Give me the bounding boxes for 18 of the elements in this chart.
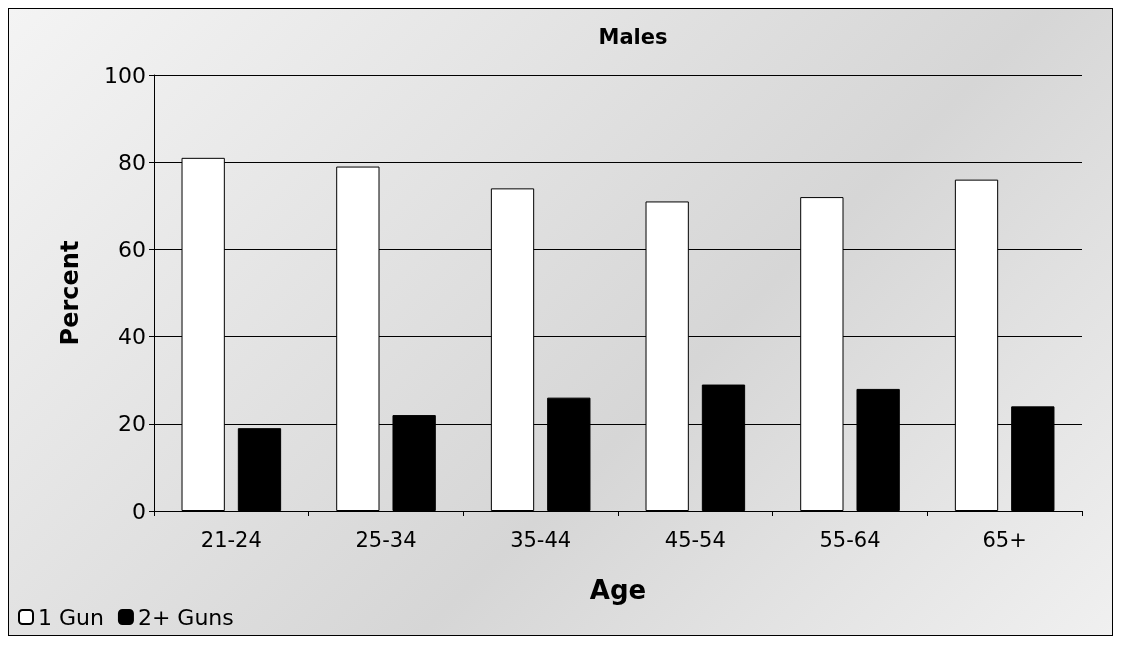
x-axis-title: Age bbox=[589, 575, 647, 605]
y-axis-title: Percent bbox=[56, 240, 84, 346]
x-tick-label: 65+ bbox=[982, 527, 1027, 552]
y-tick-label: 0 bbox=[132, 498, 146, 524]
y-tick-label: 40 bbox=[118, 324, 146, 350]
y-tick-label: 80 bbox=[118, 149, 146, 175]
y-tick-label: 20 bbox=[118, 411, 146, 437]
x-tick-label: 25-34 bbox=[355, 527, 417, 552]
x-tick-label: 55-64 bbox=[819, 527, 881, 552]
y-tick-label: 60 bbox=[118, 236, 146, 262]
legend-label: 2+ Guns bbox=[137, 604, 234, 630]
x-tick-label: 45-54 bbox=[664, 527, 726, 552]
bar bbox=[237, 428, 282, 511]
y-tick-label: 100 bbox=[104, 62, 146, 88]
x-tick-label: 21-24 bbox=[200, 527, 262, 552]
chart-title: Males bbox=[598, 24, 668, 49]
legend-label: 1 Gun bbox=[38, 604, 104, 630]
x-tick-label: 35-44 bbox=[510, 527, 572, 552]
